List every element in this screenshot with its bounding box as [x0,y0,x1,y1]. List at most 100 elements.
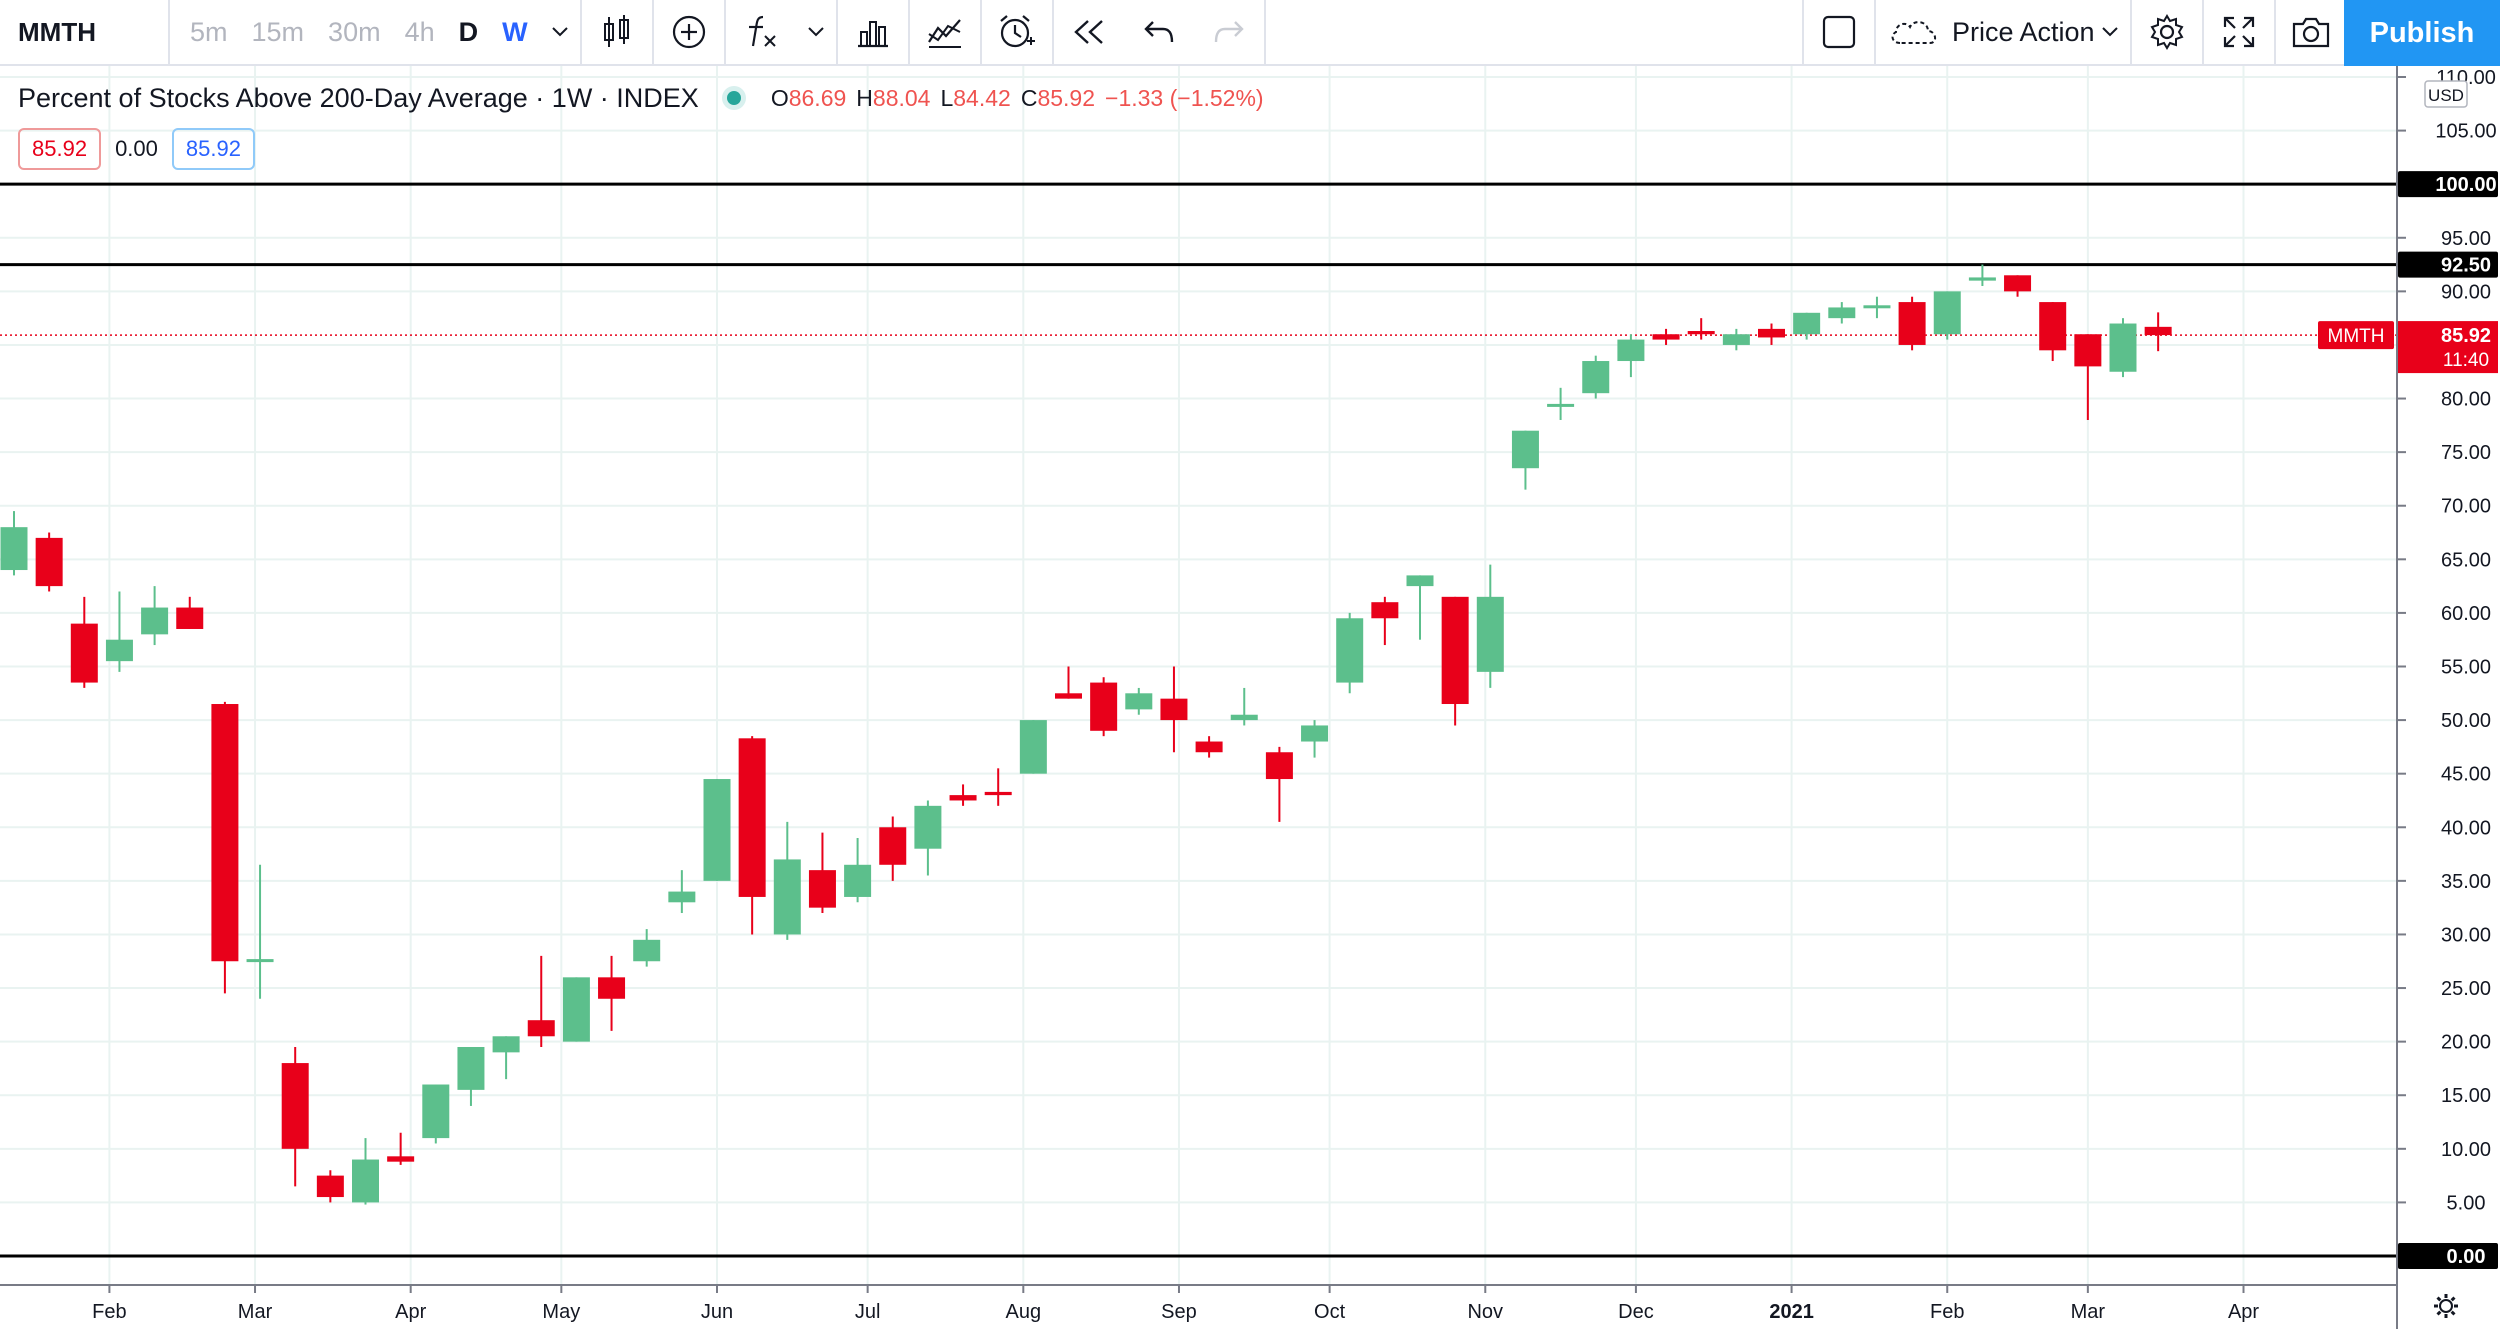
price-tick-label: 70.00 [2441,496,2491,518]
indicators-dropdown[interactable] [796,0,836,65]
time-tick-label: Jun [701,1301,733,1323]
candle-body [598,977,626,999]
candle [1933,291,1961,340]
candle-body [703,779,731,881]
symbol-search[interactable]: MMTH [18,16,96,47]
axis-settings-icon-tooth [2450,1296,2456,1302]
candle [562,977,590,1042]
candles-icon [603,15,629,47]
time-tick-label: Mar [2071,1301,2106,1323]
timeframe-4h[interactable]: 4h [404,16,435,47]
toolbar-divider [1051,0,1054,65]
candle-body [422,1084,450,1139]
candle-body [2144,326,2172,336]
candle [1687,318,1715,340]
low-value: 84.42 [953,84,1011,111]
candle-body [1265,752,1293,780]
compare-symbols-button[interactable] [910,0,980,65]
candle [0,511,28,576]
snapshot-button[interactable] [2276,0,2346,65]
candle [1828,302,1856,324]
price-axis[interactable]: 0.00 5.00 10.00 15.00 20.00 25.00 30.00 35.00 40… [2318,66,2500,1329]
close-label: C [1020,84,1038,111]
fullscreen-button[interactable] [2204,0,2274,65]
template-button[interactable]: Price Action [1876,0,2130,65]
candle-body [1055,693,1082,699]
time-tick-label: Oct [1314,1301,1346,1323]
chart-type-button[interactable] [582,0,652,65]
time-tick-label: Apr [2228,1301,2259,1323]
axis-settings-icon[interactable] [2434,1294,2458,1318]
fullscreen-layout-button[interactable] [1804,0,1874,65]
time-tick-label: Feb [1930,1301,1964,1323]
timeframe-30m[interactable]: 30m [328,16,381,47]
legend-open: O86.69 [771,85,846,112]
time-tick-label: 2021 [1769,1301,1814,1323]
price-tick-label: 65.00 [2441,549,2491,571]
currency-box [2424,80,2468,108]
value-box-red: 85.92 [18,128,102,170]
timeframe-dropdown[interactable] [540,0,580,65]
candle [738,736,766,935]
candle [176,596,204,629]
timeframe-5m[interactable]: 5m [190,16,228,47]
indicators-button[interactable] [726,0,796,65]
time-axis[interactable]: Feb Mar Apr May Jun Jul Aug Sep Oct Nov Dec 2021 Feb… [0,1284,2396,1329]
candle-body [2004,275,2032,292]
candle-body [527,1020,555,1037]
legend-close: C85.92 [1021,85,1095,112]
undo-button[interactable] [1124,0,1194,65]
redo-button[interactable] [1194,0,1264,65]
candle-body [1933,291,1961,335]
compare-button[interactable] [654,0,724,65]
candle [527,955,555,1047]
redo-icon [1214,21,1244,43]
candle-body [844,864,872,897]
candle-body [1476,596,1504,672]
price-tick-label: 40.00 [2441,817,2491,839]
price-tick-label: 25.00 [2441,978,2491,1000]
financials-button[interactable] [838,0,908,65]
candle-body [562,977,590,1042]
candle [1547,387,1575,420]
time-tick-label: Feb [92,1301,126,1323]
timeframe-d[interactable]: D [458,16,479,47]
candle-body [70,623,98,683]
timeframe-w[interactable]: W [502,16,528,47]
price-chart[interactable]: 0.00 5.00 10.00 15.00 20.00 25.00 30.00 35.00 40… [0,66,2500,1329]
timeframe-15m[interactable]: 15m [251,16,305,47]
market-status-icon[interactable] [726,91,741,105]
replay-button[interactable] [1054,0,1124,65]
price-tick-label: 45.00 [2441,764,2491,786]
price-tick-label: 30.00 [2441,924,2491,946]
candle-body [1301,725,1329,742]
candle [1230,687,1258,726]
candle [2004,275,2032,297]
cloud-icon [1891,21,1936,44]
candle [2109,318,2137,378]
candle [1441,596,1469,726]
close-value: 85.92 [1037,84,1096,111]
line-chart-icon [927,19,961,48]
toolbar-divider [1263,0,1266,65]
candle-body [1441,596,1469,705]
candle [2039,302,2067,362]
price-tick-label: 75.00 [2441,442,2491,464]
value-box-blue: 85.92 [171,128,255,170]
time-tick-label: Nov [1467,1301,1503,1323]
candle-body [668,891,696,903]
template-dropdown[interactable] [2090,0,2130,65]
legend-title[interactable]: Percent of Stocks Above 200-Day Average … [18,82,699,113]
toolbar-divider [1802,0,1804,65]
candle [773,821,801,940]
candle [668,870,696,914]
settings-button[interactable] [2132,0,2202,65]
candle-body [457,1046,485,1090]
candle-body [176,607,204,629]
candle-body [281,1063,309,1149]
legend-values: 85.92 0.00 85.92 [18,128,269,170]
publish-button[interactable]: Publish [2344,0,2500,66]
alert-button[interactable] [982,0,1052,65]
candle-body [1371,602,1399,619]
horizontal-lines[interactable] [0,182,2396,1258]
